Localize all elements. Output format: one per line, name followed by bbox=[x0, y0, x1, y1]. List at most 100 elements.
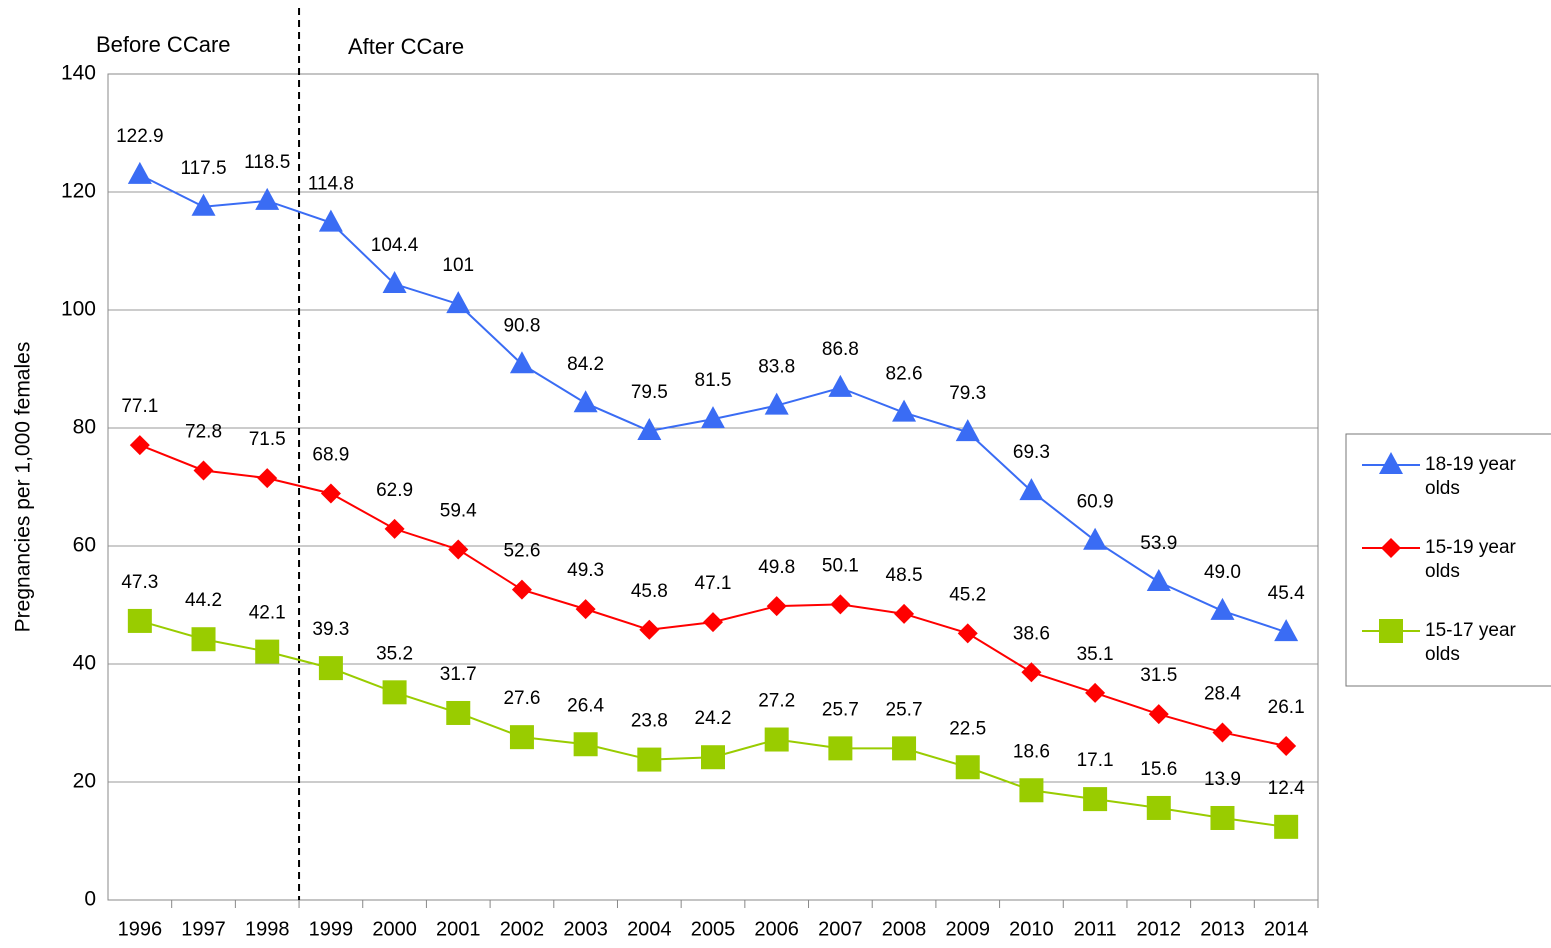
marker bbox=[1381, 538, 1401, 558]
marker bbox=[257, 468, 278, 489]
marker bbox=[955, 755, 980, 780]
data-label: 77.1 bbox=[121, 396, 158, 417]
y-tick-label: 40 bbox=[73, 652, 96, 675]
marker bbox=[573, 390, 598, 413]
y-tick-label: 60 bbox=[73, 534, 96, 557]
marker bbox=[764, 392, 789, 415]
data-label: 44.2 bbox=[185, 590, 222, 611]
data-label: 59.4 bbox=[440, 501, 477, 522]
data-label: 69.3 bbox=[1013, 442, 1050, 463]
data-label: 23.8 bbox=[631, 711, 668, 732]
data-label: 52.6 bbox=[503, 541, 540, 562]
marker bbox=[509, 351, 534, 374]
data-label: 24.2 bbox=[695, 708, 732, 729]
marker bbox=[1146, 568, 1171, 591]
x-tick-label: 2009 bbox=[945, 918, 990, 940]
marker bbox=[1083, 787, 1108, 812]
y-axis-title: Pregnancies per 1,000 females bbox=[12, 342, 35, 633]
marker bbox=[511, 579, 532, 600]
x-tick-label: 2007 bbox=[818, 918, 863, 940]
marker bbox=[318, 209, 343, 232]
marker bbox=[1148, 704, 1169, 725]
marker bbox=[1379, 452, 1403, 474]
legend-box bbox=[1345, 433, 1551, 687]
marker bbox=[1085, 682, 1106, 703]
x-tick-label: 2001 bbox=[436, 918, 481, 940]
data-label: 38.6 bbox=[1013, 623, 1050, 644]
data-label: 114.8 bbox=[308, 174, 354, 195]
x-tick-label: 1998 bbox=[245, 918, 290, 940]
marker bbox=[191, 627, 216, 652]
y-tick-label: 100 bbox=[61, 298, 96, 321]
data-label: 62.9 bbox=[376, 480, 413, 501]
x-tick-label: 2004 bbox=[627, 918, 672, 940]
marker bbox=[701, 745, 725, 770]
data-label: 48.5 bbox=[886, 565, 923, 586]
data-label: 81.5 bbox=[695, 370, 732, 391]
data-label: 122.9 bbox=[116, 126, 164, 147]
data-label: 28.4 bbox=[1204, 683, 1241, 704]
x-tick-label: 1996 bbox=[118, 918, 163, 940]
marker bbox=[384, 518, 405, 539]
data-label: 49.3 bbox=[567, 560, 604, 581]
x-tick-label: 2002 bbox=[500, 918, 545, 940]
data-label: 27.2 bbox=[758, 691, 795, 712]
marker bbox=[1083, 527, 1108, 550]
data-label: 49.0 bbox=[1204, 562, 1241, 583]
data-label: 31.5 bbox=[1140, 665, 1177, 686]
series-line bbox=[139, 173, 1287, 634]
marker bbox=[446, 291, 471, 314]
marker bbox=[1019, 478, 1044, 501]
data-label: 117.5 bbox=[180, 158, 226, 179]
marker bbox=[766, 596, 787, 617]
marker bbox=[446, 700, 471, 725]
marker bbox=[830, 594, 851, 615]
marker bbox=[1021, 662, 1042, 683]
marker bbox=[448, 539, 469, 560]
data-label: 53.9 bbox=[1140, 533, 1177, 554]
marker bbox=[637, 417, 662, 440]
data-label: 35.1 bbox=[1077, 644, 1114, 665]
y-tick-label: 120 bbox=[61, 180, 96, 203]
y-tick-label: 20 bbox=[73, 770, 96, 793]
data-label: 83.8 bbox=[758, 357, 795, 378]
marker bbox=[894, 603, 915, 624]
marker bbox=[828, 374, 853, 397]
marker bbox=[255, 639, 280, 664]
data-label: 101 bbox=[442, 255, 474, 276]
x-tick-label: 2005 bbox=[691, 918, 736, 940]
marker bbox=[509, 725, 534, 750]
data-label: 104.4 bbox=[371, 235, 419, 256]
data-label: 12.4 bbox=[1268, 778, 1305, 799]
x-tick-label: 2010 bbox=[1009, 918, 1054, 940]
marker bbox=[703, 612, 723, 633]
x-tick-label: 2000 bbox=[372, 918, 417, 940]
marker bbox=[1146, 795, 1171, 820]
x-tick-label: 1997 bbox=[181, 918, 226, 940]
data-label: 22.5 bbox=[949, 718, 986, 739]
data-label: 45.2 bbox=[949, 584, 986, 605]
marker bbox=[1019, 778, 1044, 803]
data-label: 86.8 bbox=[822, 339, 859, 360]
y-tick-label: 0 bbox=[84, 888, 96, 911]
data-label: 72.8 bbox=[185, 421, 222, 442]
data-label: 15.6 bbox=[1140, 759, 1177, 780]
marker bbox=[382, 271, 407, 294]
marker bbox=[318, 656, 343, 681]
marker bbox=[575, 599, 596, 620]
marker bbox=[957, 623, 978, 644]
series-line bbox=[139, 444, 1287, 747]
marker bbox=[1274, 619, 1299, 642]
data-label: 71.5 bbox=[249, 429, 286, 450]
data-label: 26.1 bbox=[1268, 697, 1305, 718]
x-tick-label: 2014 bbox=[1264, 918, 1309, 940]
marker bbox=[1379, 619, 1403, 643]
data-label: 35.2 bbox=[376, 643, 413, 664]
data-label: 47.1 bbox=[695, 573, 732, 594]
marker bbox=[191, 193, 216, 216]
data-label: 49.8 bbox=[758, 557, 795, 578]
marker bbox=[127, 161, 152, 184]
x-tick-label: 2011 bbox=[1074, 918, 1117, 940]
